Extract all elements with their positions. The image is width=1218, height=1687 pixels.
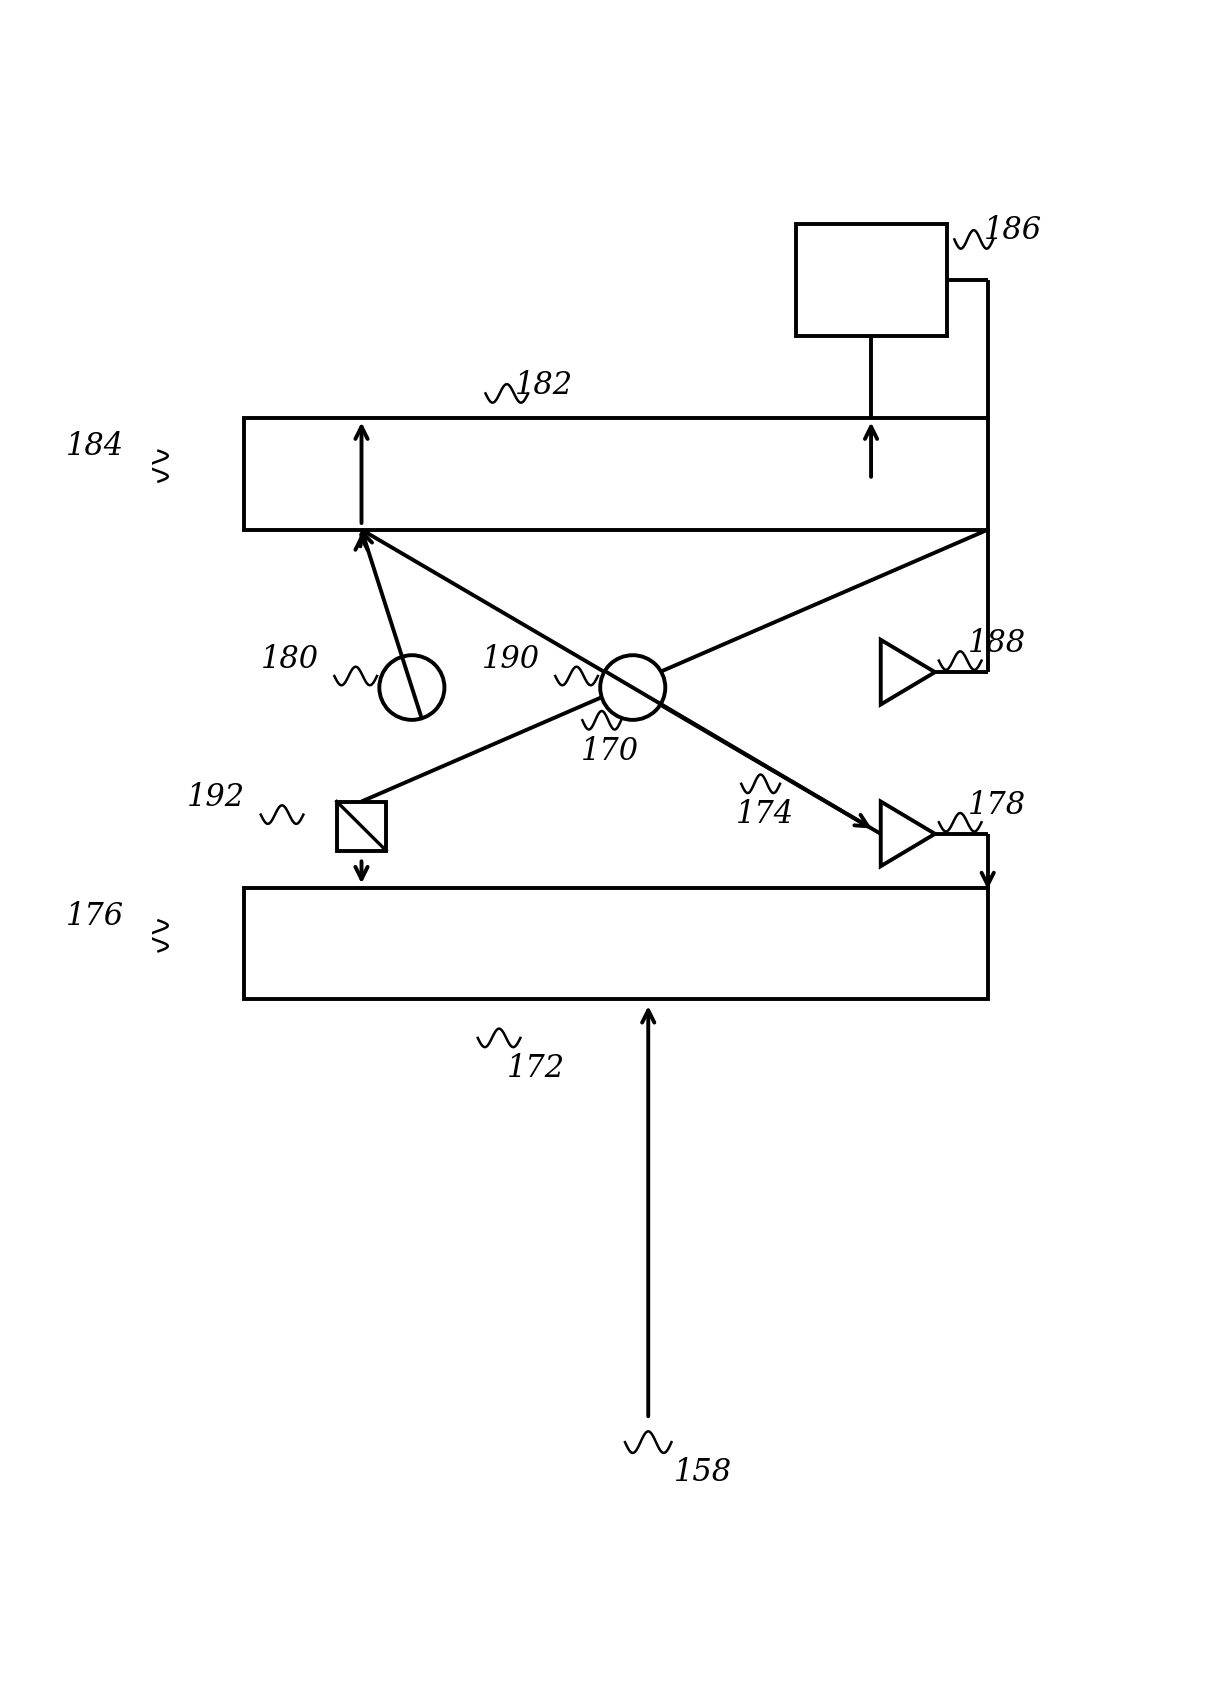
Bar	[244, 887, 988, 999]
Bar	[244, 418, 988, 530]
Polygon shape	[881, 801, 935, 865]
Text: 176: 176	[66, 901, 123, 933]
Text: 184: 184	[66, 432, 123, 462]
Text: 186: 186	[983, 214, 1041, 246]
Polygon shape	[881, 639, 935, 705]
Text: 190: 190	[481, 643, 540, 675]
Text: 170: 170	[581, 736, 638, 766]
Bar	[795, 224, 946, 336]
Text: 174: 174	[736, 800, 794, 830]
Text: 172: 172	[507, 1053, 565, 1085]
Text: 192: 192	[188, 783, 245, 813]
Circle shape	[379, 655, 445, 720]
Circle shape	[600, 655, 665, 720]
Bar	[336, 801, 386, 850]
Text: 180: 180	[261, 643, 319, 675]
Text: 182: 182	[514, 369, 572, 402]
Text: 158: 158	[674, 1458, 732, 1488]
Text: 188: 188	[968, 628, 1026, 660]
Text: 178: 178	[968, 790, 1026, 822]
